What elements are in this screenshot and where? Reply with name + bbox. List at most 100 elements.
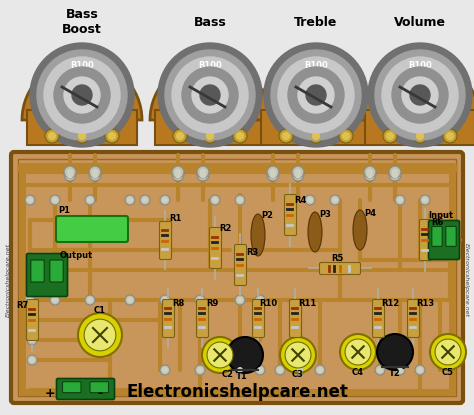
FancyBboxPatch shape [419, 220, 431, 261]
Circle shape [48, 132, 55, 139]
Circle shape [64, 166, 76, 178]
Circle shape [375, 50, 465, 140]
Circle shape [128, 198, 132, 202]
Circle shape [410, 85, 430, 105]
Circle shape [255, 365, 265, 375]
Text: R5: R5 [331, 254, 343, 263]
FancyBboxPatch shape [408, 300, 419, 337]
Circle shape [295, 169, 301, 175]
Circle shape [175, 172, 181, 178]
Circle shape [306, 85, 326, 105]
Circle shape [67, 172, 73, 178]
Text: P4: P4 [364, 208, 376, 217]
Circle shape [72, 85, 92, 105]
Circle shape [364, 166, 376, 178]
Circle shape [318, 368, 322, 372]
Circle shape [79, 132, 85, 139]
Circle shape [53, 298, 57, 302]
Text: +: + [45, 386, 55, 400]
Circle shape [278, 368, 282, 372]
Circle shape [280, 337, 316, 373]
Text: B100: B100 [70, 61, 94, 69]
Text: Treble: Treble [294, 15, 337, 29]
Circle shape [275, 365, 285, 375]
Circle shape [309, 129, 323, 143]
FancyBboxPatch shape [261, 110, 371, 145]
Circle shape [203, 129, 217, 143]
Wedge shape [150, 60, 270, 120]
Text: R4: R4 [294, 195, 306, 205]
Circle shape [50, 195, 60, 205]
Circle shape [386, 132, 393, 139]
Circle shape [53, 198, 57, 202]
Text: C3: C3 [292, 369, 304, 378]
FancyBboxPatch shape [235, 244, 246, 286]
Circle shape [125, 195, 135, 205]
Circle shape [64, 77, 100, 113]
Circle shape [395, 365, 405, 375]
Circle shape [198, 368, 202, 372]
Circle shape [375, 365, 385, 375]
Text: B100: B100 [304, 61, 328, 69]
Circle shape [413, 129, 427, 143]
Circle shape [92, 172, 98, 178]
Circle shape [418, 368, 422, 372]
Circle shape [28, 298, 32, 302]
FancyBboxPatch shape [428, 220, 459, 259]
Text: T1: T1 [236, 371, 248, 381]
FancyBboxPatch shape [210, 227, 221, 269]
Circle shape [200, 85, 220, 105]
Circle shape [192, 77, 228, 113]
Text: P1: P1 [58, 205, 70, 215]
FancyBboxPatch shape [56, 216, 128, 242]
Circle shape [392, 172, 398, 178]
Circle shape [237, 132, 244, 139]
Circle shape [267, 166, 279, 178]
Circle shape [128, 298, 132, 302]
FancyBboxPatch shape [11, 152, 463, 403]
Circle shape [198, 298, 202, 302]
Circle shape [340, 334, 376, 370]
FancyBboxPatch shape [90, 382, 109, 393]
Circle shape [377, 334, 413, 370]
Wedge shape [360, 60, 474, 120]
FancyBboxPatch shape [432, 227, 442, 247]
Circle shape [267, 169, 279, 181]
Circle shape [25, 295, 35, 305]
Text: Input: Input [428, 210, 453, 220]
Text: R13: R13 [416, 298, 434, 308]
Circle shape [364, 169, 376, 181]
Circle shape [202, 337, 238, 373]
Circle shape [235, 365, 245, 375]
Circle shape [172, 166, 184, 178]
Circle shape [298, 368, 302, 372]
Circle shape [207, 132, 213, 139]
Wedge shape [256, 60, 376, 120]
Circle shape [402, 77, 438, 113]
FancyBboxPatch shape [50, 260, 63, 282]
Circle shape [392, 169, 398, 175]
Circle shape [270, 169, 276, 175]
Text: Bass
Boost: Bass Boost [62, 8, 102, 36]
Circle shape [125, 295, 135, 305]
Circle shape [398, 368, 402, 372]
Circle shape [447, 132, 454, 139]
Text: Electronicshelpcare.net: Electronicshelpcare.net [464, 243, 468, 317]
Circle shape [367, 172, 373, 178]
Circle shape [197, 169, 209, 181]
Text: B100: B100 [198, 61, 222, 69]
Ellipse shape [251, 214, 265, 256]
Circle shape [44, 57, 120, 133]
Circle shape [270, 172, 276, 178]
Circle shape [315, 365, 325, 375]
Circle shape [207, 342, 233, 368]
Text: R8: R8 [172, 298, 184, 308]
Circle shape [398, 198, 402, 202]
Circle shape [88, 298, 92, 302]
Circle shape [308, 198, 312, 202]
Text: R12: R12 [381, 298, 399, 308]
Circle shape [210, 195, 220, 205]
Circle shape [368, 43, 472, 147]
FancyBboxPatch shape [27, 110, 137, 145]
Circle shape [288, 67, 344, 123]
